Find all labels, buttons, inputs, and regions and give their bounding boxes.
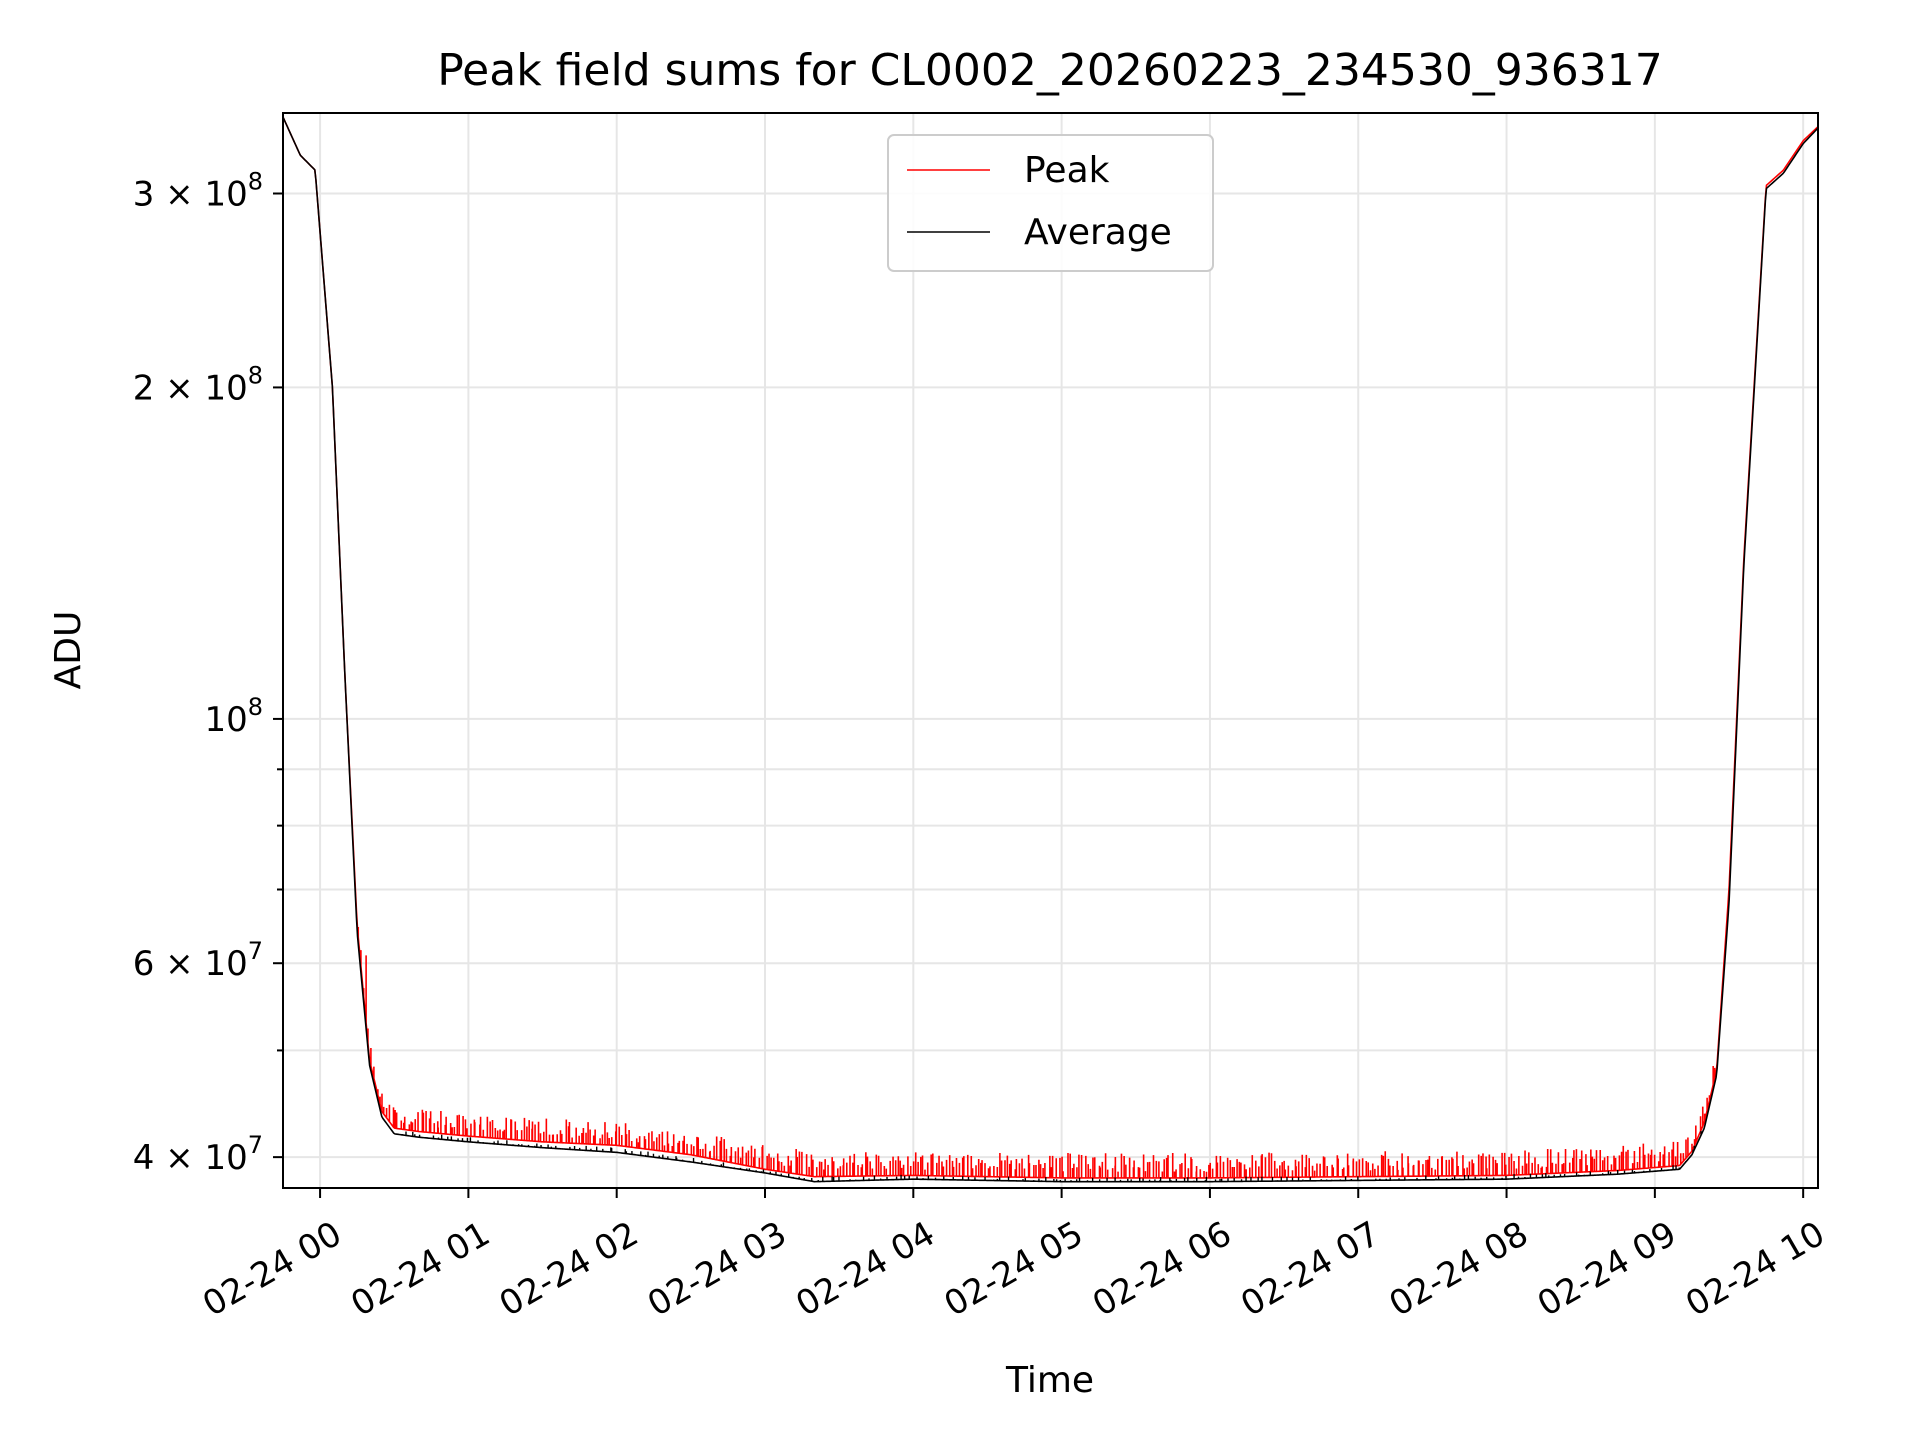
series-line-average xyxy=(282,116,1819,1183)
legend: Peak Average xyxy=(887,134,1214,272)
x-axis-label: Time xyxy=(1005,1360,1094,1401)
series-noise-average xyxy=(395,1130,1702,1182)
grid-layer xyxy=(283,113,1818,1188)
y-tick-label: 2 × 108 xyxy=(133,361,263,408)
y-tick-label: 108 xyxy=(204,693,263,740)
series-line-peak xyxy=(282,116,1819,1179)
y-tick-label: 4 × 107 xyxy=(133,1131,263,1178)
legend-box xyxy=(887,134,1214,272)
chart-title: Peak field sums for CL0002_20260223_2345… xyxy=(437,45,1663,96)
y-tick-label: 6 × 107 xyxy=(133,937,263,984)
legend-label-average: Average xyxy=(1024,212,1172,253)
axes-frame xyxy=(282,112,1819,1189)
y-tick-label: 3 × 108 xyxy=(133,168,263,215)
legend-label-peak: Peak xyxy=(1024,150,1110,191)
y-axis-label: ADU xyxy=(48,611,89,690)
series-layer xyxy=(282,116,1819,1183)
